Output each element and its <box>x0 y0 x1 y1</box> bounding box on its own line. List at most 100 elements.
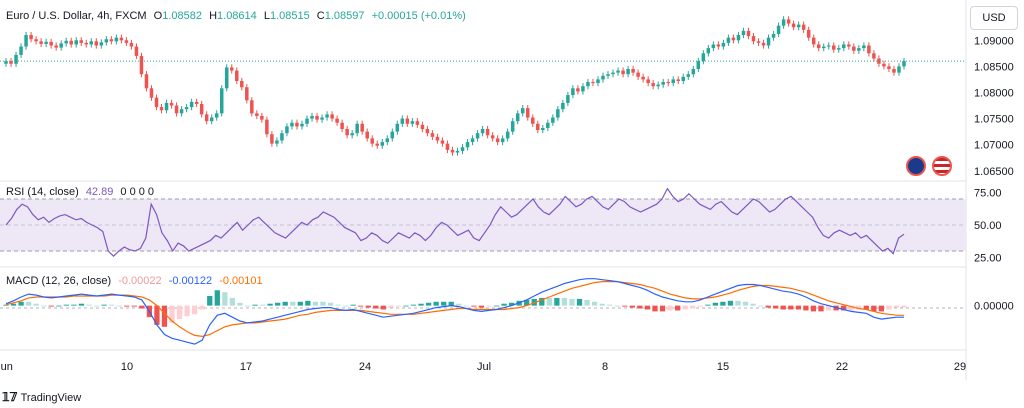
candle-body <box>465 142 470 148</box>
macd-hist-bar <box>380 305 386 310</box>
candle-body <box>29 35 33 40</box>
macd-hist-bar <box>607 304 613 306</box>
candle-body <box>556 109 560 118</box>
candle-body <box>531 117 535 124</box>
candle-body <box>656 84 660 87</box>
candle-body <box>345 129 349 136</box>
macd-tick-label: 0.00000 <box>974 301 1014 313</box>
candle-body <box>255 113 259 116</box>
candle-body <box>485 129 490 136</box>
candle-body <box>546 122 550 128</box>
candle-body <box>69 40 73 45</box>
candle-body <box>285 126 289 134</box>
candle-body <box>370 138 374 144</box>
price-tick-label: 1.08000 <box>974 87 1014 99</box>
macd-hist-bar <box>101 304 107 306</box>
macd-hist-bar <box>154 305 160 325</box>
symbol-title[interactable]: Euro / U.S. Dollar, 4h, FXCM <box>6 10 147 22</box>
macd-hist-bar <box>403 305 409 307</box>
candle-body <box>586 82 590 87</box>
candle-body <box>54 45 58 48</box>
candle-body <box>224 67 229 89</box>
candle-body <box>816 44 821 49</box>
candle-body <box>641 76 645 80</box>
candle-body <box>566 95 570 103</box>
candle-body <box>796 24 801 28</box>
currency-button[interactable]: USD <box>970 6 1018 30</box>
macd-hist-bar <box>773 305 779 309</box>
macd-hist-bar <box>652 305 658 312</box>
candle-body <box>561 102 565 110</box>
candle-body <box>300 123 304 127</box>
candle-body <box>671 79 675 84</box>
macd-signal-line <box>5 281 905 338</box>
candle-body <box>134 46 139 56</box>
candle-body <box>726 37 731 43</box>
macd-hist-bar <box>682 305 688 310</box>
candle-body <box>666 82 670 84</box>
candle-body <box>571 88 575 96</box>
candle-body <box>174 105 179 114</box>
macd-hist-bar <box>18 301 24 306</box>
price-tick-label: 1.07000 <box>974 140 1014 152</box>
macd-signal-value: -0.00101 <box>219 275 263 287</box>
candle-body <box>510 121 515 132</box>
candle-body <box>159 107 164 111</box>
low-label: L <box>263 10 270 22</box>
time-tick-label: 15 <box>717 361 729 373</box>
high-label: H <box>209 10 218 22</box>
candle-body <box>771 34 776 38</box>
candle-body <box>89 41 94 45</box>
macd-hist-bar <box>320 301 326 306</box>
candles-group <box>0 16 966 156</box>
macd-hist-bar <box>795 305 801 310</box>
candle-body <box>129 42 134 47</box>
candle-body <box>245 87 249 101</box>
macd-hist-bar <box>358 305 364 307</box>
x-axis-ticks: Jun 10 17 24 Jul 8 15 22 29 <box>0 361 966 373</box>
macd-hist-bar <box>222 292 228 306</box>
macd-hist-bar <box>644 305 651 310</box>
macd-hist-bar <box>788 305 794 310</box>
macd-hist-bar <box>448 301 454 306</box>
macd-hist-bar <box>10 303 17 306</box>
macd-hist-bar <box>486 305 492 307</box>
time-tick-label: 8 <box>602 361 608 373</box>
macd-hist-bar <box>199 305 205 310</box>
candle-body <box>847 44 851 47</box>
tradingview-logo[interactable]: 𝟙𝟟 TradingView <box>2 390 81 404</box>
rsi-value: 42.89 <box>85 186 114 198</box>
candle-body <box>636 72 640 77</box>
macd-hist-bar <box>848 305 854 311</box>
candle-body <box>340 122 344 130</box>
candle-body <box>686 74 691 77</box>
brand-name: TradingView <box>20 392 82 404</box>
macd-hist-bar <box>554 297 560 306</box>
candle-body <box>696 61 701 69</box>
macd-hist-bar <box>622 305 628 307</box>
macd-hist-bar <box>863 305 869 310</box>
macd-hist-bar <box>584 299 590 306</box>
candle-body <box>746 30 751 37</box>
candle-body <box>882 63 886 67</box>
low-value: 1.08515 <box>269 10 310 22</box>
macd-hist-bar <box>3 304 9 306</box>
candle-body <box>229 67 234 71</box>
macd-hist-bar <box>365 305 371 308</box>
macd-hist-bar <box>705 304 711 306</box>
macd-hist-bar <box>71 304 77 306</box>
macd-hist-bar <box>275 302 281 306</box>
macd-hist-bar <box>757 305 764 307</box>
macd-hist-bar <box>252 304 258 306</box>
candle-body <box>842 44 846 49</box>
macd-hist-bar <box>109 304 115 306</box>
macd-hist-bar <box>312 301 319 306</box>
candle-body <box>154 97 159 108</box>
macd-hist-bar <box>629 305 635 308</box>
macd-hist-bar <box>410 304 417 306</box>
macd-hist-bar <box>478 305 485 308</box>
candle-body <box>290 122 294 127</box>
candle-body <box>139 55 144 75</box>
candle-body <box>305 118 309 124</box>
